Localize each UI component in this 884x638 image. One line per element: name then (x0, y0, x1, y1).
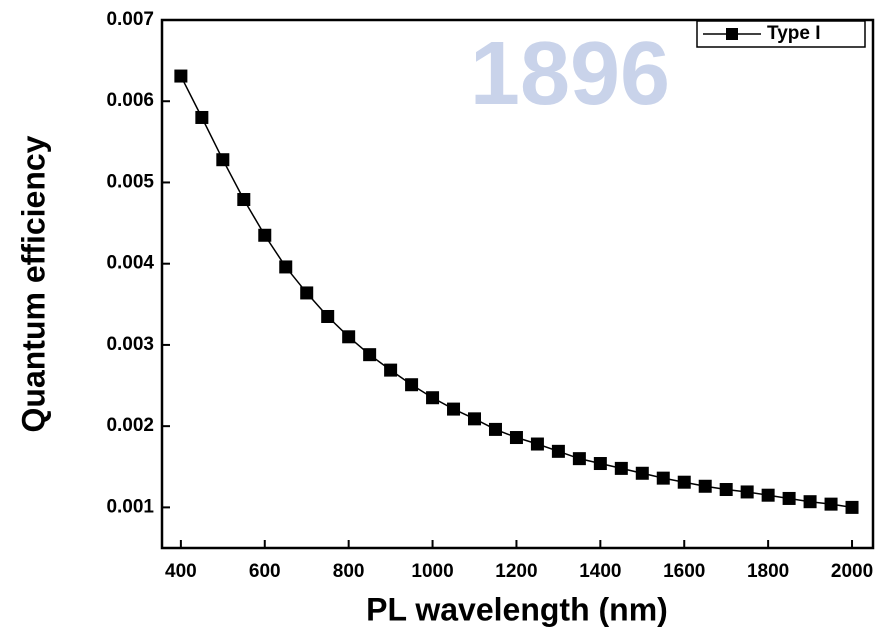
point (321, 309, 335, 323)
x-tick-label: 1800 (747, 561, 789, 582)
x-tick-label: 800 (333, 561, 365, 582)
y-tick-label: 0.005 (106, 171, 154, 192)
point (824, 497, 838, 511)
point (216, 153, 230, 167)
point (782, 491, 796, 505)
y-tick-label: 0.006 (106, 90, 154, 111)
point (426, 391, 440, 405)
x-tick-label: 1400 (579, 561, 621, 582)
point (468, 412, 482, 426)
y-tick-label: 0.004 (106, 253, 154, 274)
point (551, 444, 565, 458)
y-tick-label: 0.001 (106, 496, 154, 517)
point (342, 330, 356, 344)
point (656, 471, 670, 485)
point (677, 475, 691, 489)
y-tick-label: 0.007 (106, 9, 154, 30)
point (174, 69, 188, 83)
point (572, 452, 586, 466)
point (279, 260, 293, 274)
x-tick-label: 600 (249, 561, 281, 582)
x-tick-label: 1000 (411, 561, 453, 582)
point (803, 495, 817, 509)
point (405, 378, 419, 392)
point (237, 193, 251, 207)
point (593, 457, 607, 471)
x-tick-label: 1600 (663, 561, 705, 582)
watermark: 1896 (470, 24, 670, 124)
point (845, 500, 859, 514)
point (384, 363, 398, 377)
point (258, 228, 272, 242)
point (363, 348, 377, 362)
point (740, 485, 754, 499)
point (509, 431, 523, 445)
point (635, 466, 649, 480)
y-tick-label: 0.002 (106, 415, 154, 436)
point (614, 461, 628, 475)
point (530, 437, 544, 451)
point (719, 483, 733, 497)
x-axis-label: PL wavelength (nm) (366, 591, 668, 627)
x-tick-label: 400 (165, 561, 197, 582)
point (195, 110, 209, 124)
y-tick-label: 0.003 (106, 334, 154, 355)
legend-marker (726, 28, 738, 40)
legend-label: Type I (767, 23, 821, 44)
point (698, 479, 712, 493)
plot-frame (160, 18, 875, 550)
point (761, 488, 775, 502)
y-axis-label: Quantum efficiency (15, 135, 51, 432)
point (447, 402, 461, 416)
point (300, 286, 314, 300)
point (488, 422, 502, 436)
x-tick-label: 1200 (495, 561, 537, 582)
x-tick-label: 2000 (831, 561, 873, 582)
